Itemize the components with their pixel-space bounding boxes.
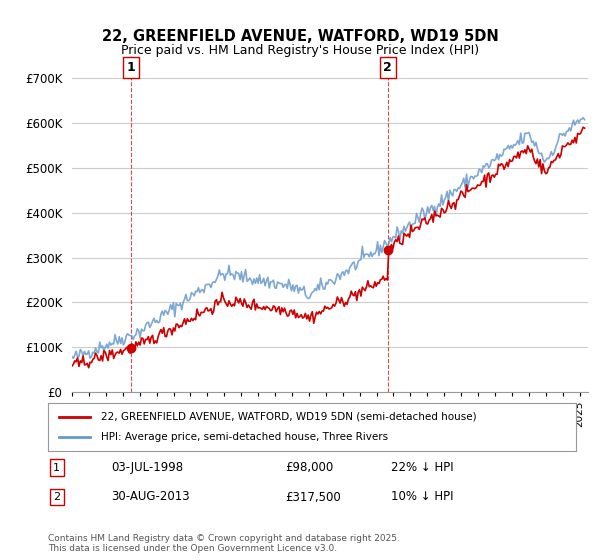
Text: Contains HM Land Registry data © Crown copyright and database right 2025.
This d: Contains HM Land Registry data © Crown c… bbox=[48, 534, 400, 553]
Text: 22, GREENFIELD AVENUE, WATFORD, WD19 5DN (semi-detached house): 22, GREENFIELD AVENUE, WATFORD, WD19 5DN… bbox=[101, 412, 476, 422]
Text: 22% ↓ HPI: 22% ↓ HPI bbox=[391, 461, 454, 474]
Text: £98,000: £98,000 bbox=[286, 461, 334, 474]
Text: 2: 2 bbox=[53, 492, 61, 502]
Text: 30-AUG-2013: 30-AUG-2013 bbox=[112, 491, 190, 503]
Text: £317,500: £317,500 bbox=[286, 491, 341, 503]
Text: 10% ↓ HPI: 10% ↓ HPI bbox=[391, 491, 454, 503]
Text: 22, GREENFIELD AVENUE, WATFORD, WD19 5DN: 22, GREENFIELD AVENUE, WATFORD, WD19 5DN bbox=[101, 29, 499, 44]
Text: HPI: Average price, semi-detached house, Three Rivers: HPI: Average price, semi-detached house,… bbox=[101, 432, 388, 442]
Text: 1: 1 bbox=[127, 61, 136, 74]
Text: 2: 2 bbox=[383, 61, 392, 74]
Text: 03-JUL-1998: 03-JUL-1998 bbox=[112, 461, 184, 474]
Text: Price paid vs. HM Land Registry's House Price Index (HPI): Price paid vs. HM Land Registry's House … bbox=[121, 44, 479, 57]
Text: 1: 1 bbox=[53, 463, 60, 473]
